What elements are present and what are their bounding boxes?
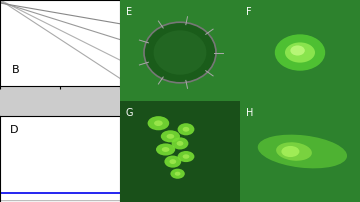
Ellipse shape <box>177 151 194 162</box>
Ellipse shape <box>183 127 189 132</box>
Ellipse shape <box>156 143 175 156</box>
Ellipse shape <box>167 134 174 139</box>
Circle shape <box>144 22 216 83</box>
Ellipse shape <box>275 34 325 71</box>
Text: B: B <box>12 65 20 75</box>
Text: F: F <box>246 7 252 17</box>
Ellipse shape <box>162 147 170 152</box>
Ellipse shape <box>258 135 347 168</box>
Ellipse shape <box>285 42 315 63</box>
Ellipse shape <box>175 172 180 176</box>
Ellipse shape <box>183 154 189 159</box>
Text: G: G <box>126 108 134 118</box>
Ellipse shape <box>177 141 183 146</box>
Ellipse shape <box>291 45 305 56</box>
Text: H: H <box>246 108 253 118</box>
Text: D: D <box>10 125 18 135</box>
Ellipse shape <box>282 146 300 157</box>
Ellipse shape <box>172 137 188 149</box>
Ellipse shape <box>177 123 194 135</box>
Ellipse shape <box>165 156 181 168</box>
Text: E: E <box>126 7 132 17</box>
Ellipse shape <box>170 159 176 164</box>
Ellipse shape <box>161 130 180 142</box>
Circle shape <box>154 30 206 75</box>
Ellipse shape <box>276 142 312 161</box>
Ellipse shape <box>170 169 185 179</box>
Ellipse shape <box>154 120 163 126</box>
Ellipse shape <box>148 116 169 130</box>
